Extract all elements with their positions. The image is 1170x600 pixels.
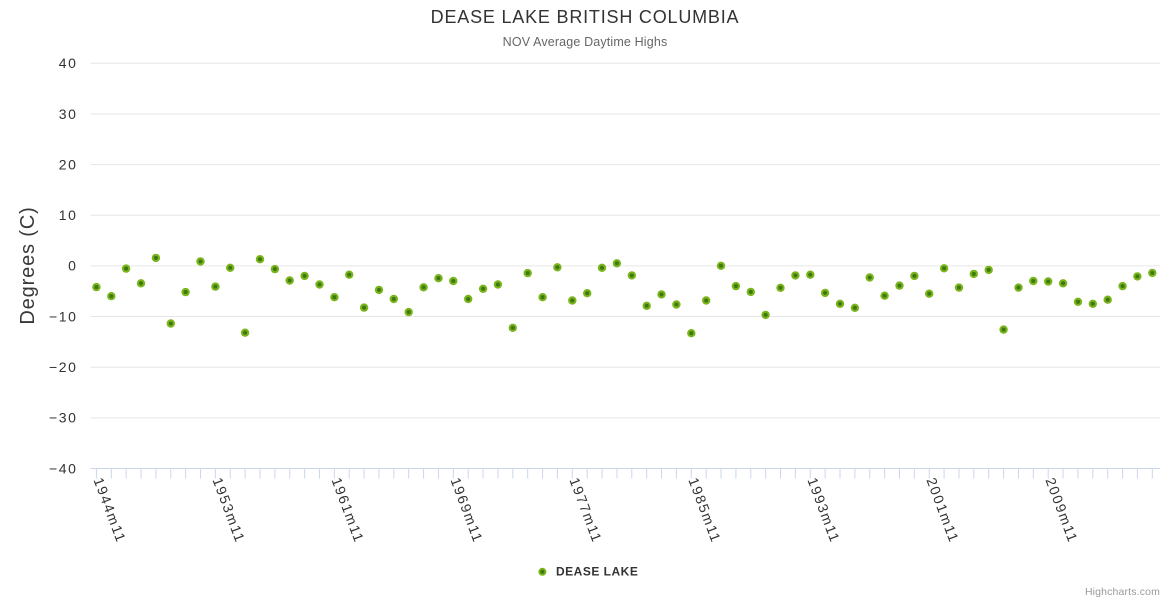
svg-text:30: 30	[59, 106, 78, 122]
svg-text:1977m11: 1977m11	[566, 475, 605, 545]
svg-text:Degrees (C): Degrees (C)	[17, 206, 39, 324]
svg-text:−40: −40	[49, 460, 78, 476]
svg-text:1985m11: 1985m11	[685, 475, 724, 545]
svg-text:2009m11: 2009m11	[1042, 475, 1081, 545]
svg-text:10: 10	[59, 207, 78, 223]
svg-text:DEASE LAKE BRITISH COLUMBIA: DEASE LAKE BRITISH COLUMBIA	[431, 7, 740, 27]
svg-text:−30: −30	[49, 410, 78, 426]
svg-text:1961m11: 1961m11	[329, 475, 368, 545]
svg-text:Highcharts.com: Highcharts.com	[1085, 586, 1160, 598]
svg-text:NOV Average Daytime Highs: NOV Average Daytime Highs	[503, 35, 668, 49]
svg-text:40: 40	[59, 55, 78, 71]
svg-text:−10: −10	[49, 308, 78, 324]
svg-text:2001m11: 2001m11	[923, 475, 962, 545]
svg-text:0: 0	[68, 258, 77, 274]
svg-text:1993m11: 1993m11	[804, 475, 843, 545]
svg-text:DEASE LAKE: DEASE LAKE	[556, 565, 638, 579]
svg-text:1953m11: 1953m11	[210, 475, 249, 545]
svg-text:1969m11: 1969m11	[448, 475, 487, 545]
svg-text:−20: −20	[49, 359, 78, 375]
svg-text:1944m11: 1944m11	[91, 475, 130, 545]
svg-text:20: 20	[59, 156, 78, 172]
